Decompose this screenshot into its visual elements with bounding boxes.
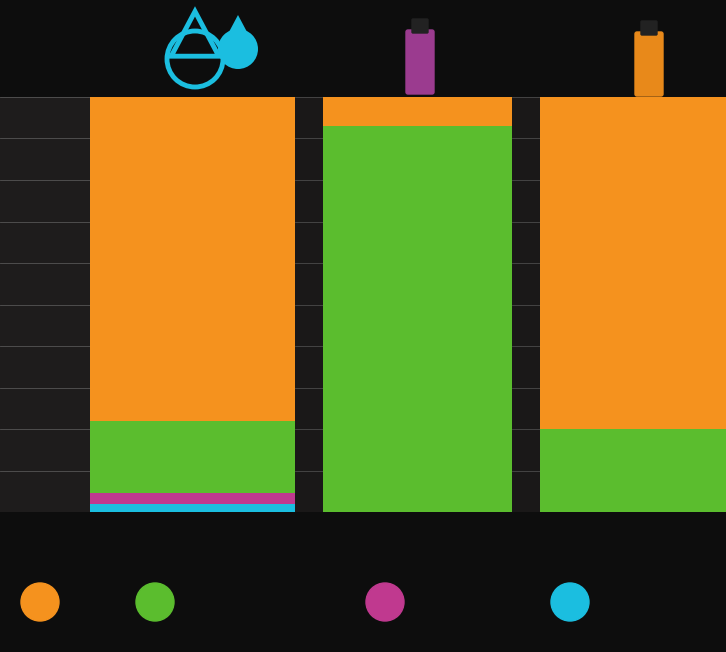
Bar — [540, 429, 726, 512]
Ellipse shape — [136, 583, 174, 621]
FancyBboxPatch shape — [635, 32, 663, 96]
Bar — [540, 97, 726, 429]
Ellipse shape — [366, 583, 404, 621]
Bar — [323, 97, 512, 126]
FancyBboxPatch shape — [412, 19, 428, 33]
Ellipse shape — [21, 583, 59, 621]
FancyBboxPatch shape — [641, 21, 657, 35]
Bar — [90, 504, 295, 512]
FancyBboxPatch shape — [406, 30, 434, 94]
Bar — [90, 494, 295, 504]
Ellipse shape — [551, 583, 589, 621]
Bar — [90, 421, 295, 494]
Bar — [90, 97, 295, 421]
Circle shape — [218, 29, 258, 69]
Polygon shape — [221, 15, 255, 47]
